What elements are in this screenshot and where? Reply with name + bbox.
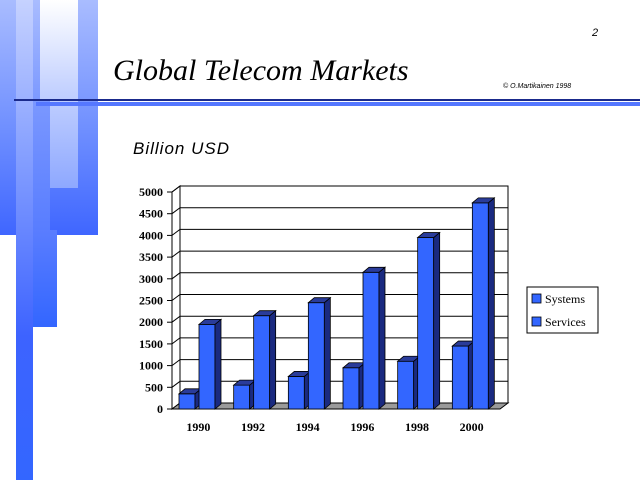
x-tick-label: 1994 xyxy=(296,420,320,434)
x-tick-label: 1990 xyxy=(186,420,210,434)
gridline xyxy=(171,337,508,345)
legend-label: Systems xyxy=(545,292,585,306)
bar-services-1990 xyxy=(197,318,223,410)
bar-services-1998 xyxy=(416,231,441,410)
y-tick-label: 1000 xyxy=(139,359,163,373)
y-tick-label: 5000 xyxy=(139,185,163,199)
bar-services-2000 xyxy=(471,196,496,410)
gridline xyxy=(171,228,508,236)
gridline xyxy=(171,272,508,280)
bar-services-1994 xyxy=(307,296,332,410)
legend-label: Services xyxy=(545,315,586,329)
title-rule-accent xyxy=(36,102,640,106)
bar-systems-1994 xyxy=(287,370,312,410)
y-tick-label: 3000 xyxy=(139,272,163,286)
decor-stripe-mid xyxy=(28,100,50,272)
copyright-note: © O.Martikainen 1998 xyxy=(503,83,572,90)
gridline xyxy=(171,359,508,367)
slide-title: Global Telecom Markets xyxy=(113,54,409,87)
bar-systems-1992 xyxy=(232,379,257,410)
title-rule xyxy=(14,99,640,101)
bar-services-1992 xyxy=(252,309,277,410)
x-tick-label: 1992 xyxy=(241,420,265,434)
legend-item-systems: Systems xyxy=(531,292,585,306)
bar-systems-1998 xyxy=(396,355,421,410)
slide-number: 2 xyxy=(592,27,599,39)
bar-systems-2000 xyxy=(451,340,476,410)
y-tick-label: 2000 xyxy=(139,315,163,329)
decor-stripe-lower xyxy=(32,230,57,327)
chart-title: Billion USD xyxy=(133,139,230,158)
y-tick-label: 0 xyxy=(157,402,163,416)
gridline xyxy=(171,294,508,301)
decor-stripe-long xyxy=(16,0,33,480)
bar-systems-1996 xyxy=(341,361,367,410)
x-tick-label: 1998 xyxy=(405,420,429,434)
y-tick-label: 4500 xyxy=(139,207,163,221)
y-tick-label: 3500 xyxy=(139,250,163,264)
y-tick-label: 2500 xyxy=(139,294,163,308)
legend-swatch xyxy=(531,316,542,327)
gridline xyxy=(171,250,508,258)
bar-services-1996 xyxy=(361,266,387,410)
gridline xyxy=(171,207,508,215)
legend-swatch xyxy=(531,293,542,304)
x-tick-label: 1996 xyxy=(350,420,374,434)
legend-item-services: Services xyxy=(531,315,586,329)
gridline xyxy=(171,185,508,193)
bar-systems-1990 xyxy=(177,387,203,410)
y-tick-label: 1500 xyxy=(139,337,163,351)
y-tick-label: 4000 xyxy=(139,228,163,242)
y-tick-label: 500 xyxy=(145,380,163,394)
x-tick-label: 2000 xyxy=(460,420,484,434)
gridline xyxy=(171,315,508,323)
